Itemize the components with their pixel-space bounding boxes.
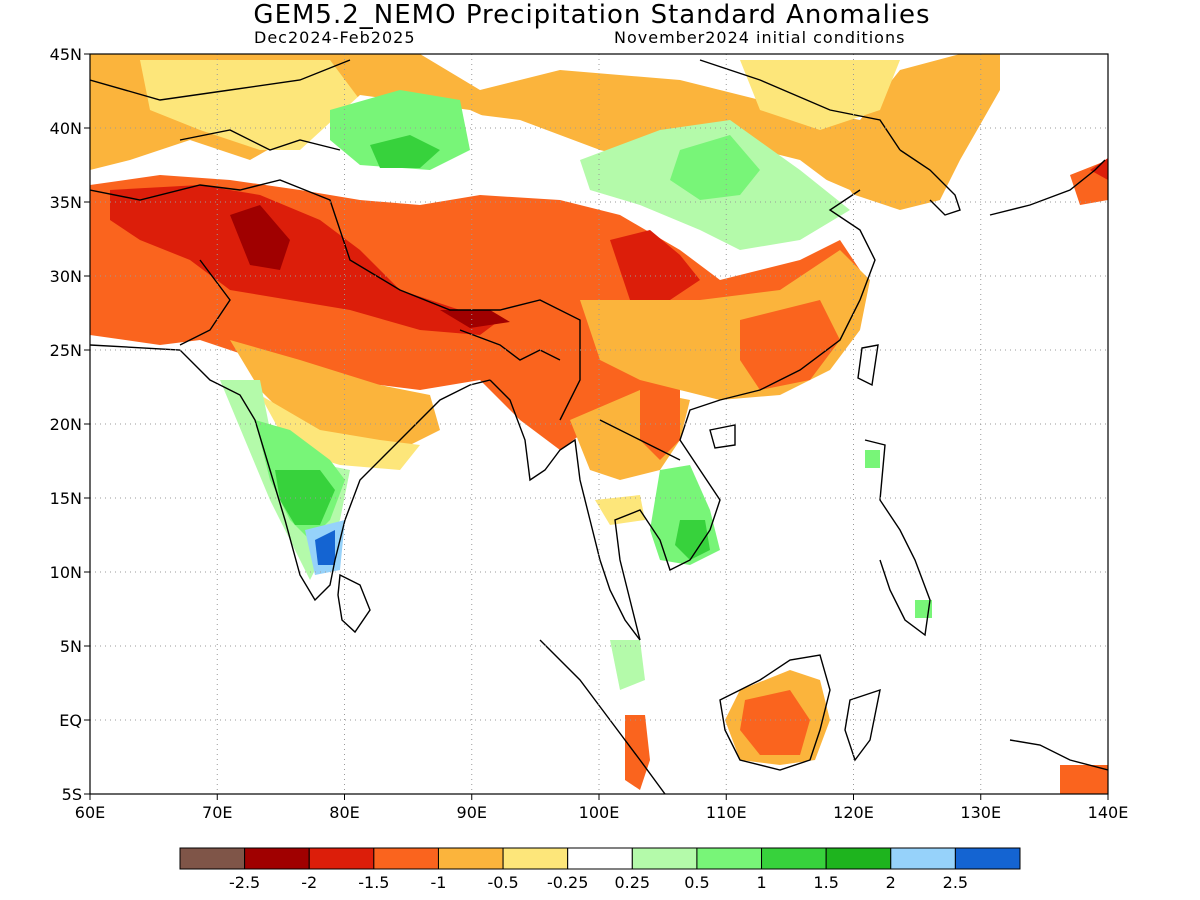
anomaly-area-japan-very-dry <box>1090 158 1108 180</box>
colorbar-label: 0.25 <box>614 873 650 892</box>
graticule <box>90 54 1108 794</box>
lon-tick-label: 90E <box>457 803 487 822</box>
colorbar-label: -1 <box>430 873 446 892</box>
colorbar: -2.5 -2 -1.5 -1 -0.5 -0.25 0.25 0.5 1 1.5 2 2.5 <box>179 847 1021 892</box>
lat-tick-label: 10N <box>50 563 82 582</box>
anomaly-shading <box>90 54 1108 794</box>
colorbar-swatch <box>761 847 827 870</box>
colorbar-label: -1.5 <box>358 873 389 892</box>
forecast-period: Dec2024-Feb2025 <box>254 28 416 47</box>
bay-of-bengal-coastline <box>489 379 641 641</box>
anomaly-area-sumatra-wet <box>610 640 645 690</box>
korea-coastline <box>899 149 961 216</box>
anomaly-area-sumatra-dry <box>625 715 650 790</box>
anomaly-area-pakistan-very-dry <box>110 185 500 335</box>
anomaly-area-nepal-extreme-dry <box>440 310 510 328</box>
anomaly-area-thailand-mild-dry <box>595 495 645 525</box>
colorbar-swatch <box>244 847 310 870</box>
map-title: GEM5.2_NEMO Precipitation Standard Anoma… <box>253 0 931 30</box>
taiwan-coastline <box>857 344 879 387</box>
colorbar-label: -2.5 <box>229 873 260 892</box>
lat-tick-label: 25N <box>50 341 82 360</box>
colorbar-label: -2 <box>301 873 317 892</box>
lat-tick-label: 5N <box>60 637 82 656</box>
colorbar-label: 2 <box>886 873 896 892</box>
lat-tick-label: EQ <box>59 711 82 730</box>
anomaly-area-tibet-very-dry <box>610 230 700 300</box>
anomaly-area-vietnam-dry <box>640 390 680 460</box>
colorbar-swatch <box>954 847 1021 870</box>
philippines-coastline <box>864 439 931 637</box>
colorbar-label: -0.25 <box>547 873 588 892</box>
initial-conditions-label: November2024 initial conditions <box>614 28 906 47</box>
borneo-coastline <box>719 654 831 771</box>
colorbar-swatch <box>825 847 892 870</box>
colorbar-swatch <box>308 847 375 870</box>
map-axes: 60E 70E 80E 90E 100E 110E 120E 130E 140E 45N 40N 35… <box>50 45 1129 822</box>
political-borders <box>90 129 681 461</box>
lon-tick-label: 130E <box>960 803 1001 822</box>
colorbar-swatch <box>696 847 763 870</box>
indochina-coastline <box>614 189 876 641</box>
colorbar-swatch <box>179 847 246 870</box>
lon-tick-label: 100E <box>579 803 620 822</box>
lon-tick-label: 120E <box>833 803 874 822</box>
new-guinea-coastline <box>1009 739 1108 771</box>
north-border <box>90 59 901 151</box>
lon-tick-label: 80E <box>329 803 359 822</box>
colorbar-label: 0.5 <box>684 873 709 892</box>
anomaly-area-india-mild-dry <box>230 340 440 450</box>
colorbar-swatch <box>631 847 698 870</box>
lon-tick-label: 110E <box>706 803 747 822</box>
lat-tick-label: 35N <box>50 193 82 212</box>
anomaly-area-tamil-nadu-very-wet <box>315 530 335 565</box>
lat-tick-label: 20N <box>50 415 82 434</box>
anomaly-area-new-guinea-dry <box>1060 765 1108 794</box>
lat-tick-label: 30N <box>50 267 82 286</box>
anomaly-area-tarim-wet-core <box>370 135 440 168</box>
anomaly-area-north-china <box>740 60 900 130</box>
india-coastline <box>90 344 491 602</box>
colorbar-label: 1 <box>756 873 766 892</box>
lon-tick-label: 140E <box>1088 803 1129 822</box>
sulawesi-coastline <box>844 688 881 762</box>
colorbar-label: 1.5 <box>813 873 838 892</box>
coastlines-and-borders <box>90 59 1108 794</box>
colorbar-swatch <box>373 847 439 870</box>
anomaly-area-philippines-wet <box>865 450 880 468</box>
colorbar-swatch <box>890 847 956 870</box>
lat-tick-label: 40N <box>50 119 82 138</box>
colorbar-label: -0.5 <box>487 873 518 892</box>
anomaly-area-extreme-dry-core <box>230 205 290 270</box>
lon-tick-label: 60E <box>75 803 105 822</box>
japan-coastline <box>989 159 1106 216</box>
lon-tick-label: 70E <box>202 803 232 822</box>
colorbar-label: 2.5 <box>943 873 968 892</box>
colorbar-swatch <box>502 847 569 870</box>
anomaly-area-borneo-dry-core <box>740 690 810 755</box>
colorbar-swatch <box>567 847 633 870</box>
hainan-coastline <box>709 424 736 449</box>
lat-tick-label: 15N <box>50 489 82 508</box>
colorbar-swatch <box>437 847 504 870</box>
lat-tick-label: 5S <box>62 785 82 804</box>
sri-lanka-coastline <box>337 573 371 634</box>
anomaly-area-cambodia-wet <box>675 520 710 560</box>
lat-tick-label: 45N <box>50 45 82 64</box>
anomaly-area-mongolia-wet-core <box>670 135 760 200</box>
anomaly-area-southeast-china-dry <box>740 300 840 390</box>
